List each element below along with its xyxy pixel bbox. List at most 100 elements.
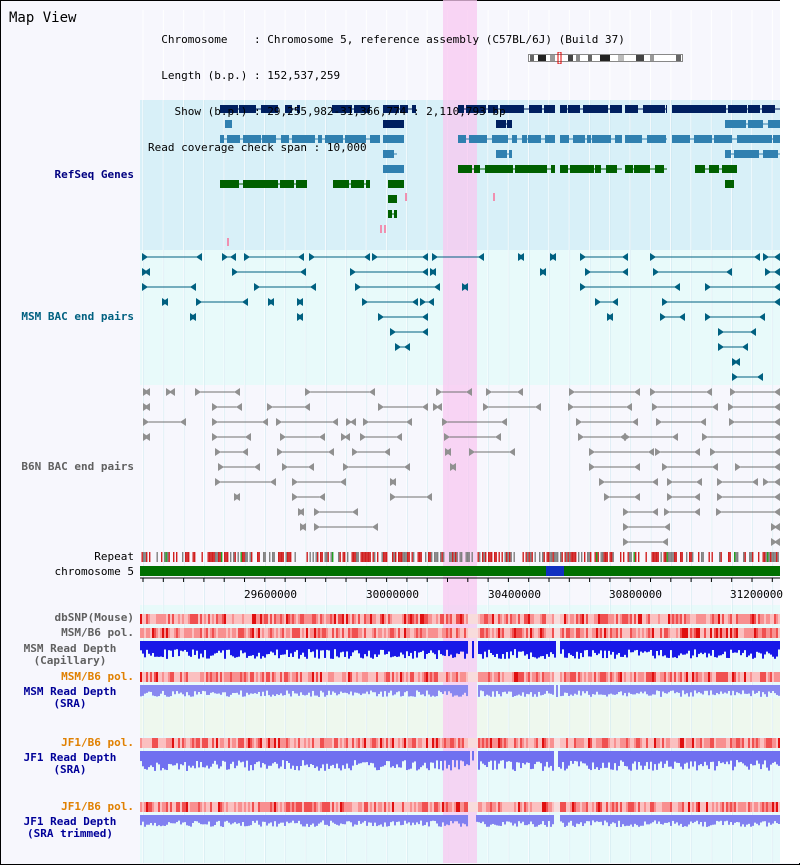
gene-exon (488, 105, 498, 113)
bac-end-marker (774, 253, 780, 261)
heat-cell (754, 614, 756, 624)
heat-cell (610, 802, 612, 812)
heat-cell (336, 628, 338, 638)
repeat-element (749, 552, 751, 562)
depth-bar (546, 685, 548, 691)
depth-bar (210, 685, 212, 693)
heat-cell (190, 802, 192, 812)
bac-end-marker (364, 253, 370, 261)
heat-cell (672, 628, 674, 638)
repeat-element (165, 552, 167, 562)
depth-bar (524, 815, 526, 826)
bac-end-marker (432, 253, 438, 261)
heat-cell (200, 738, 202, 748)
heat-cell (718, 738, 720, 748)
heat-cell (602, 738, 604, 748)
depth-bar (280, 641, 282, 655)
depth-bar (312, 815, 314, 824)
depth-bar (276, 751, 278, 764)
heat-cell (506, 614, 508, 624)
heat-cell (618, 614, 620, 624)
depth-bar (310, 685, 312, 697)
heat-cell (380, 628, 382, 638)
depth-bar (638, 641, 640, 656)
heat-cell (528, 614, 530, 624)
heat-cell (342, 628, 344, 638)
depth-bar (308, 815, 310, 827)
heat-cell (496, 614, 498, 624)
depth-bar (320, 751, 322, 769)
depth-bar (578, 751, 580, 767)
heat-cell (700, 672, 702, 682)
depth-bar (462, 751, 464, 762)
heat-cell (248, 738, 250, 748)
heat-cell (618, 672, 620, 682)
heat-cell (698, 614, 700, 624)
depth-bar (428, 685, 430, 695)
bac-end-marker (344, 433, 350, 441)
heat-cell (276, 614, 278, 624)
bac-end-marker (774, 418, 780, 426)
bac-end-marker (705, 283, 711, 291)
heat-cell (676, 738, 678, 748)
repeat-element (372, 552, 374, 562)
heat-cell (604, 802, 606, 812)
depth-bar (566, 751, 568, 769)
depth-bar (354, 751, 356, 761)
depth-bar (144, 685, 146, 694)
heat-cell (418, 802, 420, 812)
depth-bar (350, 641, 352, 657)
length-label: Length (b.p.) (161, 69, 248, 82)
depth-bar (548, 751, 550, 768)
depth-bar (214, 685, 216, 694)
depth-bar (144, 751, 146, 769)
bac-end-marker (215, 478, 221, 486)
heat-cell (440, 614, 442, 624)
depth-bar (218, 815, 220, 821)
depth-bar (758, 751, 760, 764)
heat-cell (706, 628, 708, 638)
heat-cell (688, 628, 690, 638)
heat-cell (710, 672, 712, 682)
depth-bar (430, 751, 432, 763)
heat-cell (580, 614, 582, 624)
depth-bar (318, 641, 320, 659)
depth-bar (550, 685, 552, 694)
depth-bar (640, 685, 642, 692)
heat-cell (664, 614, 666, 624)
heat-cell (630, 614, 632, 624)
depth-bar (534, 685, 536, 695)
depth-bar (274, 685, 276, 697)
repeat-element (326, 552, 328, 562)
heat-cell (562, 614, 564, 624)
heat-cell (420, 802, 422, 812)
repeat-element (146, 552, 148, 562)
heat-cell (434, 738, 436, 748)
bac-end-marker (604, 493, 610, 501)
depth-bar (776, 685, 778, 695)
heat-cell (352, 802, 354, 812)
heat-cell (284, 738, 286, 748)
depth-bar (508, 815, 510, 822)
jf1-depth-trimmed-line2: (SRA trimmed) (26, 827, 114, 840)
chromosome-ideogram[interactable] (528, 52, 683, 64)
heat-cell (256, 614, 258, 624)
heat-cell (726, 802, 728, 812)
gene-exon (737, 135, 756, 143)
heat-cell (640, 738, 642, 748)
depth-bar (380, 751, 382, 767)
repeat-element (638, 552, 640, 562)
depth-bar (160, 685, 162, 694)
depth-bar (262, 751, 264, 763)
heat-cell (406, 628, 408, 638)
depth-bar (222, 815, 224, 827)
heat-cell (710, 738, 712, 748)
bac-end-marker (360, 433, 366, 441)
depth-bar (160, 751, 162, 771)
depth-bar (560, 751, 562, 769)
show-row: Show (b.p.) : 29,255,982-31,366,774 : 2,… (174, 105, 506, 118)
heat-cell (498, 672, 500, 682)
depth-bar (286, 751, 288, 761)
heat-cell (606, 802, 608, 812)
